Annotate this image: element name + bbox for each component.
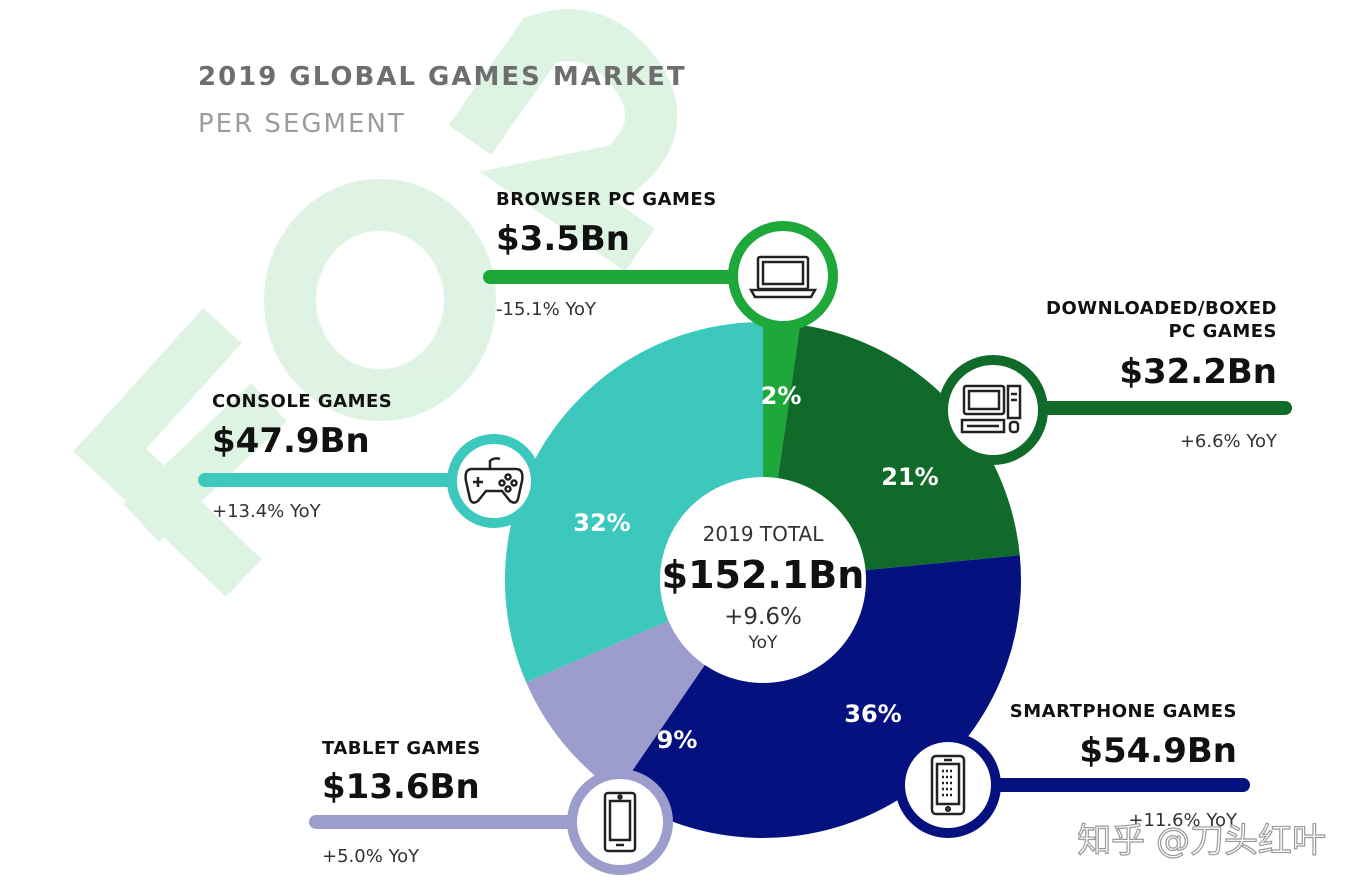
- center-label: 2019 TOTAL: [703, 522, 825, 546]
- badge-smartphone: [895, 732, 1001, 838]
- callout-console: CONSOLE GAMES $47.9Bn +13.4% YoY: [212, 391, 392, 522]
- segment-name-downloaded-line2: PC GAMES: [1168, 321, 1277, 342]
- segment-value-tablet: $13.6Bn: [322, 767, 480, 807]
- segment-name-tablet: TABLET GAMES: [322, 738, 481, 759]
- center-hole: [660, 477, 866, 683]
- tablet-icon: [603, 791, 637, 853]
- percent-label-smartphone: 36%: [844, 700, 901, 728]
- gamepad-icon: [464, 457, 524, 504]
- segment-yoy-smartphone: +11.6% YoY: [1128, 810, 1238, 831]
- segment-yoy-downloaded: +6.6% YoY: [1180, 431, 1278, 452]
- percent-label-tablet: 9%: [657, 726, 698, 754]
- percent-label-console: 32%: [573, 509, 630, 537]
- chart-title: 2019 GLOBAL GAMES MARKET: [198, 62, 687, 92]
- badge-browser: [728, 221, 838, 331]
- center-total-value: $152.1Bn: [662, 553, 865, 597]
- segment-name-console: CONSOLE GAMES: [212, 391, 392, 412]
- background-watermark-letters: [73, 9, 678, 597]
- segment-name-downloaded-line1: DOWNLOADED/BOXED: [1046, 298, 1277, 319]
- callout-downloaded: DOWNLOADED/BOXED PC GAMES $32.2Bn +6.6% …: [1046, 298, 1278, 452]
- percent-label-downloaded: 21%: [881, 463, 938, 491]
- desktop-computer-icon: [960, 384, 1022, 434]
- segment-name-browser: BROWSER PC GAMES: [496, 189, 717, 210]
- icon-badges: [447, 221, 1048, 875]
- center-growth: +9.6%: [724, 604, 802, 630]
- callout-browser: BROWSER PC GAMES $3.5Bn -15.1% YoY: [496, 189, 717, 320]
- segment-value-downloaded: $32.2Bn: [1119, 352, 1277, 392]
- percent-label-browser: 2%: [761, 382, 802, 410]
- laptop-icon: [748, 255, 818, 299]
- callout-tablet: TABLET GAMES $13.6Bn +5.0% YoY: [322, 738, 481, 867]
- percent-labels: 2% 21% 36% 9% 32%: [573, 382, 938, 754]
- segment-yoy-tablet: +5.0% YoY: [322, 846, 420, 867]
- chart-subtitle: PER SEGMENT: [198, 109, 406, 139]
- segment-value-browser: $3.5Bn: [496, 219, 630, 259]
- segment-yoy-console: +13.4% YoY: [212, 501, 322, 522]
- segment-name-smartphone: SMARTPHONE GAMES: [1010, 701, 1237, 722]
- smartphone-icon: [930, 754, 966, 816]
- segment-value-smartphone: $54.9Bn: [1079, 731, 1237, 771]
- badge-tablet: [567, 769, 673, 875]
- badge-downloaded: [938, 355, 1048, 465]
- segment-yoy-browser: -15.1% YoY: [496, 299, 597, 320]
- callout-smartphone: SMARTPHONE GAMES $54.9Bn +11.6% YoY: [1010, 701, 1238, 831]
- center-growth-unit: YoY: [748, 633, 779, 653]
- segment-value-console: $47.9Bn: [212, 421, 370, 461]
- watermark-text: 知乎 @刀头红叶: [1077, 821, 1326, 861]
- badge-console: [447, 434, 541, 528]
